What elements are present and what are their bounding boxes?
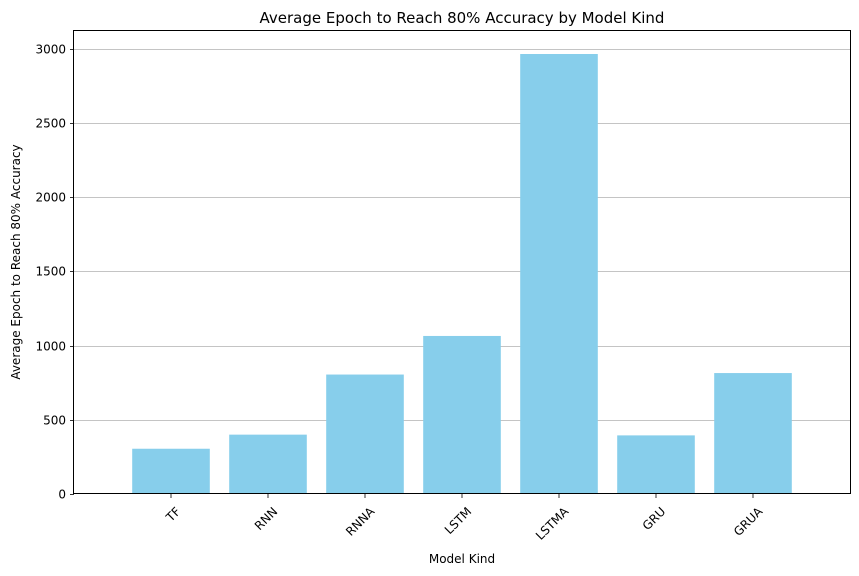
y-tick-label: 1000 xyxy=(35,340,66,354)
y-tick-label: 0 xyxy=(58,488,66,502)
x-tick-label: TF xyxy=(163,504,184,525)
y-tick-label: 2500 xyxy=(35,117,66,131)
y-tick-label: 1500 xyxy=(35,265,66,279)
y-tick-label: 2000 xyxy=(35,191,66,205)
bar-lstma xyxy=(520,54,598,495)
bar-lstm xyxy=(423,335,501,494)
bar-tf xyxy=(132,448,210,494)
chart-title: Average Epoch to Reach 80% Accuracy by M… xyxy=(260,9,665,27)
bar-gru xyxy=(617,435,695,494)
y-tick-label: 3000 xyxy=(35,43,66,57)
plot-frame xyxy=(73,30,851,494)
bar-grua xyxy=(714,373,792,494)
x-axis-title: Model Kind xyxy=(429,552,495,566)
x-tick-label: GRU xyxy=(640,504,669,533)
bar-rnn xyxy=(229,434,307,494)
x-tick-label: LSTM xyxy=(442,504,475,537)
bars xyxy=(132,54,792,495)
x-tick-label: RNNA xyxy=(343,504,378,539)
y-axis-title: Average Epoch to Reach 80% Accuracy xyxy=(9,144,23,379)
bar-rnna xyxy=(326,374,404,494)
x-axis-ticks: TF RNN RNNA LSTM LSTMA GRU GRUA xyxy=(163,494,766,543)
x-tick-label: LSTMA xyxy=(533,504,572,543)
x-tick-label: RNN xyxy=(252,504,280,532)
y-tick-label: 500 xyxy=(43,414,66,428)
y-axis-ticks: 0 500 1000 1500 2000 2500 3000 xyxy=(35,43,74,502)
x-tick-label: GRUA xyxy=(731,504,766,539)
